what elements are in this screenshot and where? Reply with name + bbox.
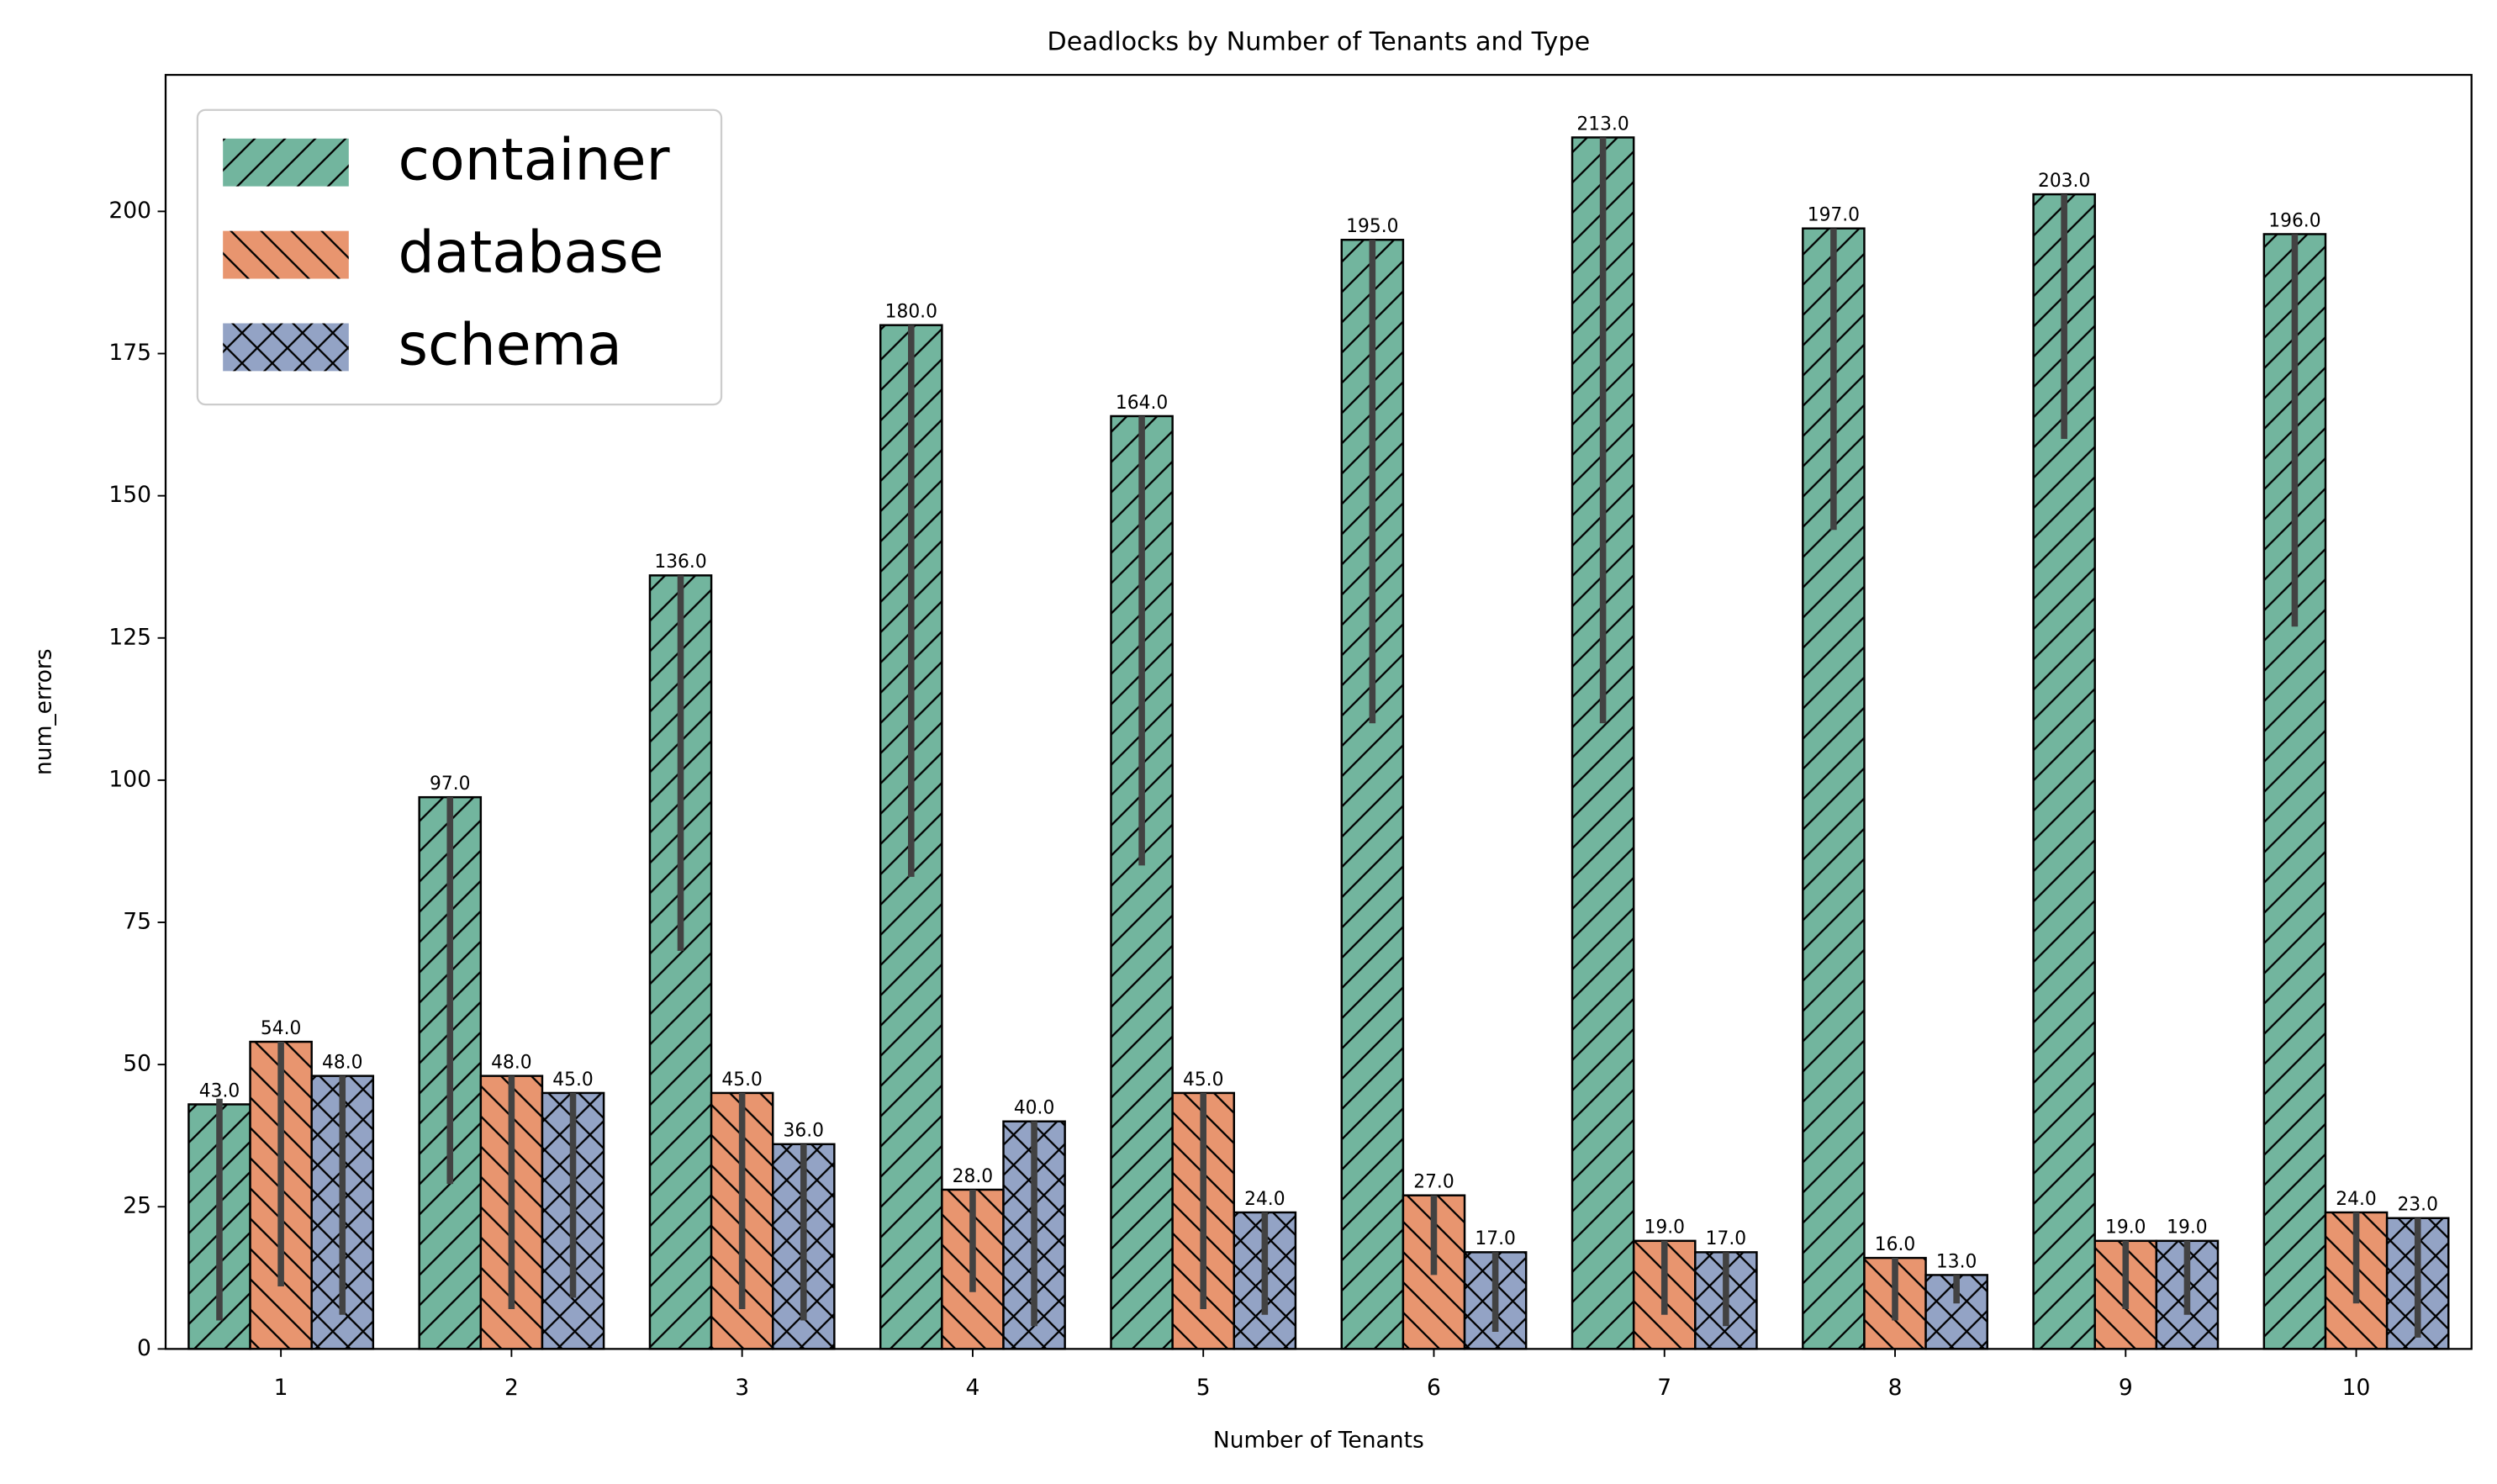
- value-label: 136.0: [654, 552, 706, 573]
- value-label: 19.0: [2167, 1217, 2207, 1238]
- value-label: 45.0: [721, 1069, 762, 1091]
- value-label: 24.0: [2336, 1189, 2376, 1210]
- y-tick-label: 25: [123, 1193, 151, 1219]
- x-tick-label: 7: [1657, 1375, 1671, 1401]
- value-label: 40.0: [1014, 1098, 1054, 1119]
- value-label: 164.0: [1116, 393, 1168, 414]
- legend: container database schema: [196, 108, 723, 406]
- value-label: 23.0: [2397, 1195, 2437, 1216]
- value-label: 28.0: [953, 1166, 993, 1187]
- value-label: 17.0: [1475, 1228, 1515, 1249]
- y-tick-label: 75: [123, 908, 151, 934]
- x-tick-label: 6: [1427, 1375, 1441, 1401]
- value-label: 197.0: [1808, 205, 1860, 226]
- value-label: 97.0: [430, 774, 470, 795]
- x-axis-label: Number of Tenants: [1213, 1428, 1424, 1454]
- y-tick-label: 50: [123, 1051, 151, 1077]
- y-tick-label: 125: [108, 624, 151, 650]
- value-label: 48.0: [491, 1052, 531, 1073]
- legend-swatch: [223, 230, 349, 279]
- value-label: 213.0: [1576, 114, 1629, 135]
- y-tick-label: 175: [108, 340, 151, 366]
- legend-label: database: [399, 220, 664, 287]
- legend-swatch: [223, 323, 349, 372]
- chart-title: Deadlocks by Number of Tenants and Type: [1047, 28, 1590, 57]
- value-label: 17.0: [1706, 1228, 1746, 1249]
- value-label: 195.0: [1346, 216, 1398, 237]
- value-label: 45.0: [1183, 1069, 1223, 1091]
- legend-label: container: [399, 128, 671, 194]
- x-tick-label: 2: [504, 1375, 519, 1401]
- y-tick-label: 150: [108, 482, 151, 508]
- value-label: 27.0: [1413, 1172, 1454, 1193]
- y-tick-label: 0: [137, 1335, 151, 1361]
- x-tick-label: 10: [2342, 1375, 2371, 1401]
- value-label: 180.0: [885, 302, 937, 323]
- x-tick-label: 4: [965, 1375, 979, 1401]
- value-label: 13.0: [1936, 1251, 1977, 1272]
- y-axis-label: num_errors: [31, 648, 57, 775]
- value-label: 19.0: [2105, 1217, 2146, 1238]
- y-tick-label: 200: [108, 198, 151, 224]
- value-label: 203.0: [2038, 171, 2090, 192]
- value-label: 24.0: [1244, 1189, 1285, 1210]
- value-label: 54.0: [261, 1018, 301, 1039]
- legend-label: schema: [399, 312, 622, 378]
- value-label: 36.0: [784, 1121, 824, 1142]
- value-label: 16.0: [1875, 1234, 1915, 1255]
- x-tick-label: 1: [274, 1375, 288, 1401]
- x-tick-label: 9: [2119, 1375, 2133, 1401]
- value-label: 45.0: [552, 1069, 593, 1091]
- value-label: 19.0: [1644, 1217, 1685, 1238]
- legend-swatch: [223, 138, 349, 187]
- x-tick-label: 8: [1888, 1375, 1903, 1401]
- value-label: 196.0: [2268, 210, 2320, 231]
- x-tick-label: 5: [1196, 1375, 1211, 1401]
- value-label: 43.0: [199, 1080, 240, 1101]
- x-tick-label: 3: [735, 1375, 749, 1401]
- plot-frame: [164, 73, 2473, 1350]
- y-tick-label: 100: [108, 766, 151, 792]
- value-label: 48.0: [322, 1052, 362, 1073]
